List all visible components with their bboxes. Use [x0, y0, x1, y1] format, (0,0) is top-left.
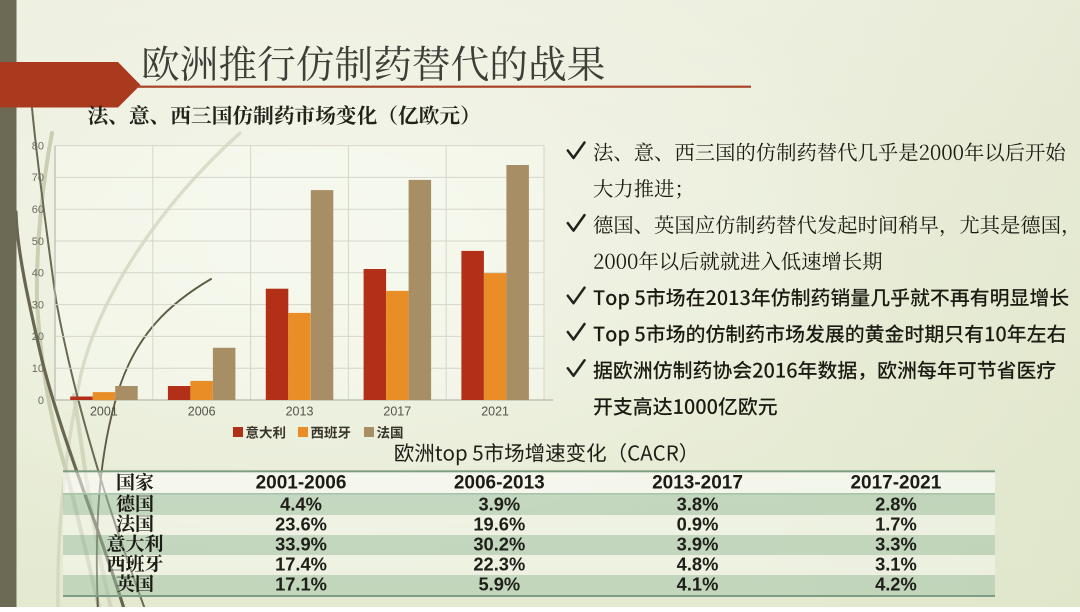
svg-text:17.1%: 17.1% [275, 574, 327, 595]
svg-text:17.4%: 17.4% [275, 554, 327, 575]
svg-text:60: 60 [32, 204, 44, 216]
svg-text:19.6%: 19.6% [473, 514, 525, 535]
svg-text:2006-2013: 2006-2013 [454, 473, 545, 494]
svg-text:3.9%: 3.9% [478, 494, 520, 515]
svg-text:4.1%: 4.1% [677, 574, 719, 595]
svg-text:3.3%: 3.3% [875, 534, 917, 555]
svg-text:30: 30 [32, 299, 44, 311]
svg-text:3.1%: 3.1% [875, 554, 917, 575]
svg-text:20: 20 [32, 331, 44, 343]
svg-text:22.3%: 22.3% [473, 554, 525, 575]
svg-text:70: 70 [32, 172, 44, 184]
svg-text:23.6%: 23.6% [275, 514, 327, 535]
svg-text:2021: 2021 [481, 405, 509, 419]
svg-text:2001: 2001 [90, 405, 118, 419]
svg-text:2013-2017: 2013-2017 [652, 473, 743, 494]
svg-text:5.9%: 5.9% [478, 574, 520, 595]
svg-text:2013: 2013 [286, 405, 314, 419]
svg-text:2017: 2017 [383, 405, 411, 419]
svg-text:50: 50 [32, 236, 44, 248]
svg-text:2.8%: 2.8% [875, 494, 917, 515]
svg-text:80: 80 [32, 140, 44, 152]
svg-text:33.9%: 33.9% [275, 534, 327, 555]
svg-text:1.7%: 1.7% [875, 514, 917, 535]
svg-text:0.9%: 0.9% [677, 514, 719, 535]
svg-text:4.2%: 4.2% [875, 574, 917, 595]
svg-text:10: 10 [32, 363, 44, 375]
svg-text:2017-2021: 2017-2021 [850, 473, 941, 494]
svg-text:3.9%: 3.9% [677, 534, 719, 555]
svg-text:40: 40 [32, 268, 44, 280]
svg-text:0: 0 [38, 395, 44, 407]
svg-text:2006: 2006 [188, 405, 216, 419]
svg-text:4.8%: 4.8% [677, 554, 719, 575]
svg-text:4.4%: 4.4% [280, 494, 322, 515]
svg-text:3.8%: 3.8% [677, 494, 719, 515]
svg-text:2001-2006: 2001-2006 [256, 473, 347, 494]
svg-text:30.2%: 30.2% [473, 534, 525, 555]
